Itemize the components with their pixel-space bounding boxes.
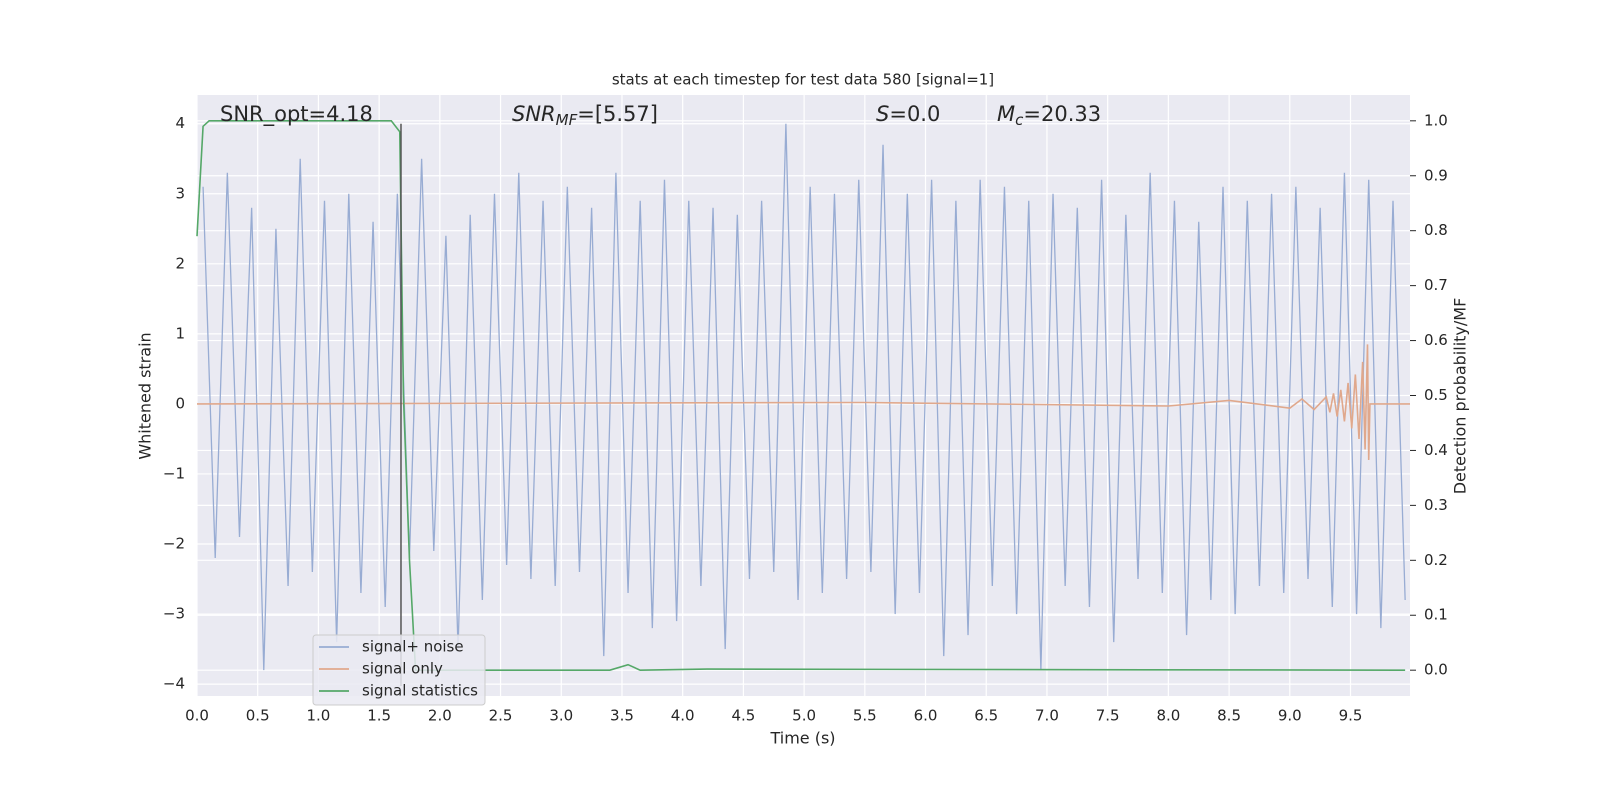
legend-box [312,634,486,706]
x-tick-label: 0.0 [185,707,209,725]
marks [196,120,1410,686]
annotation: SNRMF=[5.57] [512,102,658,129]
y2-tick-label: 0.2 [1424,551,1448,569]
legend-label: signal only [362,660,443,678]
y2-tick-label: 1.0 [1424,111,1448,129]
x-tick-label: 2.0 [428,707,452,725]
y2-tick-label: 0.4 [1424,441,1448,459]
annotation-subscript: MF [556,111,578,129]
annotation-text: =20.33 [1023,102,1101,126]
y2-tick-label: 0.7 [1424,276,1448,294]
y2-tick-label: 0.1 [1424,606,1448,624]
y-tick-label: −3 [163,605,185,623]
annotation-text: =0.0 [889,102,940,126]
y-tick-label: −4 [163,675,185,693]
x-tick-label: 5.5 [853,707,877,725]
y-tick-label: −1 [163,464,185,482]
y2-tick-label: 0.5 [1424,386,1448,404]
x-tick-label: 9.5 [1339,707,1363,725]
x-tick-label: 1.0 [306,707,330,725]
x-tick-label: 2.5 [489,707,513,725]
chart-title: stats at each timestep for test data 580… [612,71,994,89]
x-tick-label: 7.0 [1035,707,1059,725]
x-tick-label: 4.5 [731,707,755,725]
annotation-text: SNR_opt=4.18 [220,102,373,127]
x-tick-label: 8.0 [1156,707,1180,725]
line-series [196,344,1410,460]
annotation-text: S [876,102,889,126]
legend-label: signal+ noise [362,638,464,656]
y-tick-label: −2 [163,534,185,552]
x-tick-label: 6.5 [974,707,998,725]
y2-tick-label: 0.9 [1424,166,1448,184]
legend: signal+ noise signal only signal statistic… [312,634,486,706]
x-tick-label: 3.5 [610,707,634,725]
x-tick-label: 1.5 [367,707,391,725]
x-tick-label: 3.0 [549,707,573,725]
y2-tick-label: 0.3 [1424,496,1448,514]
annotation: S=0.0 [876,102,940,126]
annotation-subscript: c [1015,111,1024,129]
y2-tick-label: 0.0 [1424,661,1448,679]
y-tick-label: 2 [175,254,185,272]
legend-label: signal statistics [362,682,478,700]
y-tick-label: 4 [175,114,185,132]
annotation-text: M [997,102,1015,126]
annotation-text: SNR [512,102,556,126]
x-tick-label: 4.0 [671,707,695,725]
x-tick-label: 9.0 [1278,707,1302,725]
annotation: SNR_opt=4.18 [220,102,373,127]
line-series [196,120,1406,671]
y2-tick-label: 0.6 [1424,331,1448,349]
y-tick-label: 3 [175,184,185,202]
y2-tick-label: 0.8 [1424,221,1448,239]
annotation: Mc=20.33 [997,102,1101,129]
x-tick-label: 0.5 [246,707,270,725]
y2-axis-label: Detection probability/MF [1451,298,1470,495]
x-axis-label: Time (s) [769,729,835,748]
annotation-text: =[5.57] [577,102,658,126]
y-tick-label: 0 [175,394,185,412]
x-tick-label: 5.0 [792,707,816,725]
x-tick-label: 6.0 [914,707,938,725]
x-tick-label: 8.5 [1217,707,1241,725]
x-tick-label: 7.5 [1096,707,1120,725]
y-axis-label: Whitened strain [136,332,155,459]
y-tick-label: 1 [175,324,185,342]
